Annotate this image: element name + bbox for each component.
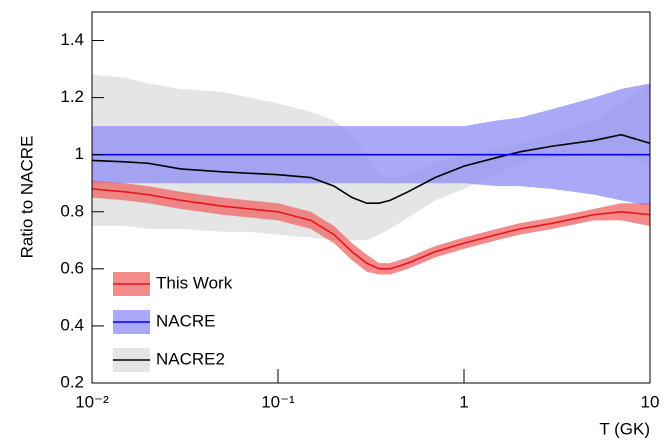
line (91, 188, 651, 270)
x-tick-label: 10⁻² (75, 392, 109, 411)
legend-label: NACRE (156, 311, 216, 330)
x-tick-label: 1 (459, 392, 468, 411)
x-tick-label: 10⁻¹ (261, 392, 295, 411)
y-tick-label: 0.2 (60, 372, 84, 391)
band (92, 180, 650, 275)
legend-label: This Work (156, 273, 233, 292)
plot-frame (91, 11, 651, 384)
y-axis-label: Ratio to NACRE (17, 136, 36, 259)
legend-label: NACRE2 (156, 349, 225, 368)
band (92, 83, 650, 207)
y-tick-label: 0.8 (60, 201, 84, 220)
y-tick-label: 1.2 (60, 87, 84, 106)
y-tick-label: 0.6 (60, 258, 84, 277)
x-axis-label: T (GK) (599, 419, 650, 438)
y-tick-label: 1 (75, 144, 84, 163)
line (91, 133, 651, 205)
x-tick-label: 10 (641, 392, 660, 411)
y-tick-label: 1.4 (60, 30, 84, 49)
y-tick-label: 0.4 (60, 315, 84, 334)
